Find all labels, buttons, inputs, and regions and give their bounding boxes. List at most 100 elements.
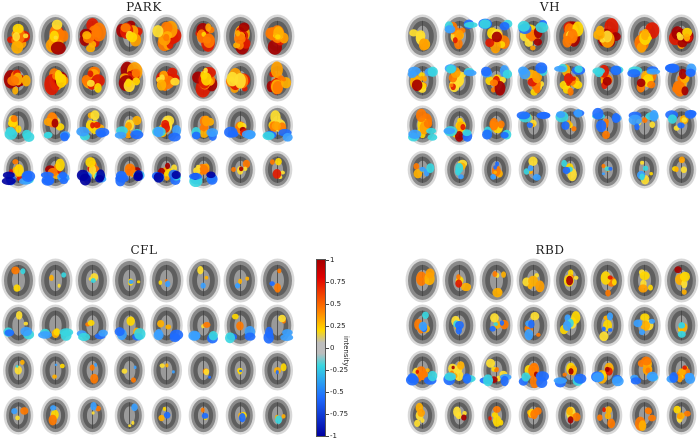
activation-blob: [61, 272, 67, 278]
activation-blob: [79, 173, 91, 186]
brain-slice: [150, 105, 183, 146]
activation-blob: [189, 172, 202, 180]
activation-blob: [491, 412, 499, 418]
brain-slice: [664, 14, 699, 58]
activation-blob: [531, 70, 543, 84]
activation-blob: [461, 414, 467, 421]
activation-blob: [678, 368, 686, 376]
brain-slice: [629, 150, 660, 189]
activation-blob: [677, 122, 685, 129]
activation-blob: [684, 374, 696, 384]
activation-blob: [454, 131, 464, 142]
activation-blob: [51, 118, 59, 128]
activation-blob: [407, 70, 417, 78]
activation-blob: [90, 402, 97, 411]
activation-blob: [677, 39, 688, 48]
activation-blob: [535, 62, 548, 74]
brain-slice: [553, 350, 587, 391]
activation-blob: [275, 370, 279, 375]
activation-blob: [592, 107, 604, 120]
activation-blob: [200, 407, 205, 413]
activation-blob: [648, 284, 653, 291]
activation-blob: [237, 121, 244, 129]
activation-blob: [418, 72, 425, 78]
activation-blob: [54, 69, 62, 80]
brain-slice: [481, 396, 512, 435]
brain-slice: [405, 14, 440, 58]
activation-blob: [562, 372, 567, 377]
activation-blob: [667, 114, 677, 124]
activation-blob: [454, 29, 464, 41]
activation-blob: [649, 110, 659, 122]
brain-slice: [150, 350, 183, 391]
activation-blob: [649, 121, 656, 128]
activation-blob: [628, 114, 642, 126]
activation-blob: [12, 32, 20, 42]
activation-blob: [53, 35, 58, 40]
activation-blob: [567, 29, 578, 44]
activation-blob: [682, 365, 688, 370]
activation-blob: [203, 67, 208, 74]
activation-blob: [238, 278, 243, 285]
activation-blob: [171, 370, 175, 374]
activation-blob: [683, 410, 691, 417]
activation-blob: [678, 156, 685, 164]
activation-blob: [489, 118, 499, 131]
activation-blob: [642, 165, 649, 171]
activation-blob: [90, 110, 100, 121]
brain-slice: [225, 150, 256, 189]
brain-slice: [187, 59, 220, 102]
brain-slice: [151, 396, 182, 435]
activation-blob: [528, 319, 535, 329]
brain-slice: [518, 396, 549, 435]
activation-blob: [269, 281, 275, 286]
brain-slice: [113, 304, 146, 347]
park-title: PARK: [126, 0, 162, 14]
brain-slice: [188, 150, 219, 189]
brain-slice: [479, 258, 514, 303]
activation-blob: [573, 275, 579, 280]
activation-blob: [242, 166, 248, 172]
activation-blob: [530, 409, 538, 420]
cfl-brain-slices: [1, 258, 295, 435]
brain-slice: [665, 105, 698, 146]
activation-blob: [12, 159, 19, 165]
vh-title: VH: [539, 0, 561, 14]
activation-blob: [676, 413, 683, 420]
activation-blob: [87, 319, 95, 327]
colorbar-tick-mark: [326, 392, 329, 393]
activation-blob: [196, 164, 201, 169]
brain-slice: [114, 150, 145, 189]
activation-blob: [114, 131, 127, 139]
activation-blob: [170, 77, 180, 86]
activation-blob: [645, 367, 651, 374]
activation-blob: [489, 325, 496, 332]
brain-slice: [554, 59, 587, 102]
brain-slice: [224, 304, 257, 347]
brain-slice: [225, 396, 256, 435]
activation-blob: [244, 130, 256, 140]
activation-blob: [457, 361, 465, 370]
brain-slice: [553, 258, 588, 303]
activation-blob: [679, 271, 690, 282]
activation-blob: [536, 112, 551, 120]
activation-blob: [201, 72, 212, 86]
activation-blob: [128, 424, 132, 428]
activation-blob: [86, 79, 95, 87]
activation-blob: [234, 33, 246, 44]
brain-slice: [628, 304, 661, 347]
activation-blob: [455, 320, 464, 330]
brain-slice: [260, 258, 295, 303]
activation-blob: [566, 275, 574, 286]
brain-slice: [627, 14, 662, 58]
activation-blob: [488, 416, 492, 421]
activation-blob: [272, 169, 282, 179]
activation-blob: [48, 414, 57, 426]
activation-blob: [5, 126, 16, 136]
activation-blob: [532, 173, 541, 181]
activation-blob: [523, 168, 530, 175]
brain-slice: [1, 14, 36, 58]
colorbar-tick-mark: [326, 282, 329, 283]
activation-blob: [418, 277, 424, 281]
activation-blob: [131, 403, 138, 412]
